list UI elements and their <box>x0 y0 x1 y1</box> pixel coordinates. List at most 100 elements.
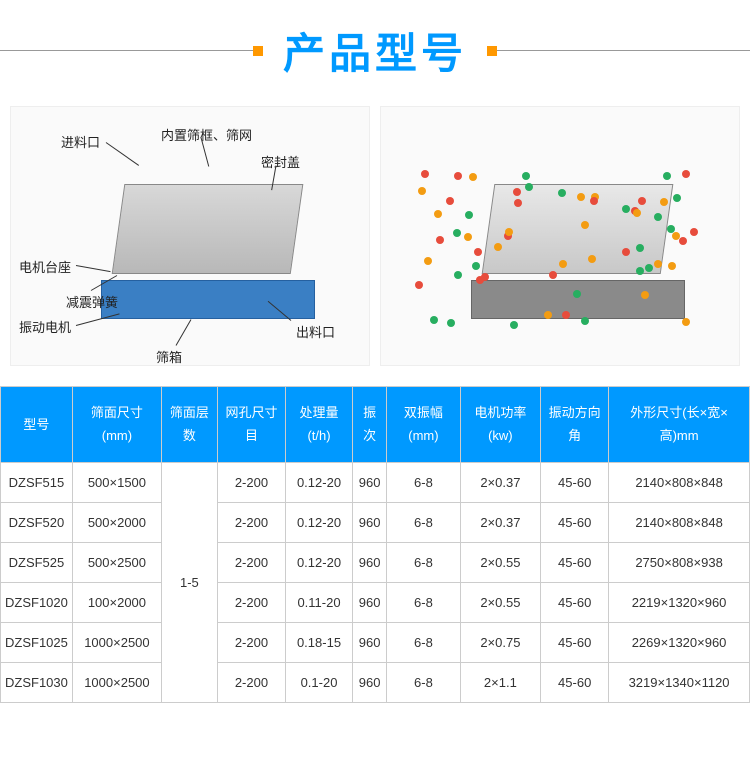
table-cell: 960 <box>352 502 386 542</box>
label-motor-base: 电机台座 <box>19 257 71 276</box>
table-cell: 960 <box>352 582 386 622</box>
table-cell: 45-60 <box>541 462 609 502</box>
table-cell: DZSF1030 <box>1 662 73 702</box>
table-cell: 45-60 <box>541 622 609 662</box>
particle <box>434 210 442 218</box>
particle <box>690 228 698 236</box>
label-line <box>76 265 111 272</box>
particle <box>622 248 630 256</box>
particle <box>549 271 557 279</box>
particle <box>424 257 432 265</box>
table-cell: 0.11-20 <box>286 582 353 622</box>
label-inner-frame: 内置筛框、筛网 <box>161 125 252 144</box>
table-cell: 500×2500 <box>72 542 161 582</box>
particle <box>421 170 429 178</box>
particle <box>514 199 522 207</box>
label-screen-box: 筛箱 <box>156 347 182 366</box>
particle <box>415 281 423 289</box>
table-cell: 500×1500 <box>72 462 161 502</box>
particle <box>673 194 681 202</box>
table-cell: 2-200 <box>217 502 285 542</box>
table-row: DZSF10301000×25002-2000.1-209606-82×1.14… <box>1 662 750 702</box>
particle <box>465 211 473 219</box>
table-header-cell: 振动方向角 <box>541 387 609 463</box>
particle <box>573 290 581 298</box>
table-header-cell: 筛面尺寸(mm) <box>72 387 161 463</box>
label-inlet: 进料口 <box>61 132 100 151</box>
particle <box>418 187 426 195</box>
labeled-machine-diagram: 进料口 内置筛框、筛网 密封盖 电机台座 减震弹簧 振动电机 筛箱 出料口 <box>10 106 370 366</box>
particle <box>645 264 653 272</box>
table-header-cell: 外形尺寸(长×宽×高)mm <box>609 387 750 463</box>
table-cell: 0.18-15 <box>286 622 353 662</box>
particle <box>581 317 589 325</box>
particle <box>633 209 641 217</box>
particle <box>464 233 472 241</box>
table-cell: 45-60 <box>541 662 609 702</box>
table-cell: 100×2000 <box>72 582 161 622</box>
particle <box>436 236 444 244</box>
table-body: DZSF515500×15001-52-2000.12-209606-82×0.… <box>1 462 750 702</box>
label-seal-cover: 密封盖 <box>261 152 300 171</box>
machine-body <box>112 184 304 274</box>
table-cell: 2-200 <box>217 662 285 702</box>
table-cell: 2×0.75 <box>460 622 541 662</box>
table-cell: 6-8 <box>387 542 460 582</box>
label-line <box>176 319 192 345</box>
table-cell: 6-8 <box>387 662 460 702</box>
table-cell: 2-200 <box>217 542 285 582</box>
table-cell: 2269×1320×960 <box>609 622 750 662</box>
table-row: DZSF520500×20002-2000.12-209606-82×0.374… <box>1 502 750 542</box>
table-cell: 2×0.55 <box>460 582 541 622</box>
table-cell: 0.1-20 <box>286 662 353 702</box>
particle <box>454 271 462 279</box>
particle <box>638 197 646 205</box>
table-header-cell: 型号 <box>1 387 73 463</box>
table-cell: 960 <box>352 542 386 582</box>
table-cell: 6-8 <box>387 502 460 542</box>
table-cell: 2×0.37 <box>460 502 541 542</box>
label-outlet: 出料口 <box>296 322 335 341</box>
particle <box>641 291 649 299</box>
label-vib-motor: 振动电机 <box>19 317 71 336</box>
particle <box>679 237 687 245</box>
table-cell: DZSF520 <box>1 502 73 542</box>
table-cell: 0.12-20 <box>286 542 353 582</box>
label-line <box>106 142 139 166</box>
particle <box>510 321 518 329</box>
table-row: DZSF1020100×2000 2-2000.11-209606-82×0.55… <box>1 582 750 622</box>
table-cell: 6-8 <box>387 622 460 662</box>
table-cell: 45-60 <box>541 502 609 542</box>
title-divider-left <box>0 50 263 51</box>
particle <box>654 260 662 268</box>
label-spring: 减震弹簧 <box>66 292 118 311</box>
table-cell: 6-8 <box>387 582 460 622</box>
table-header-cell: 电机功率(kw) <box>460 387 541 463</box>
particle <box>667 225 675 233</box>
particle <box>430 316 438 324</box>
table-cell: 2-200 <box>217 582 285 622</box>
particle <box>474 248 482 256</box>
page-title: 产品型号 <box>263 20 487 81</box>
title-divider-right <box>487 50 750 51</box>
particle <box>660 198 668 206</box>
particle <box>559 260 567 268</box>
table-row: DZSF525500×25002-2000.12-209606-82×0.554… <box>1 542 750 582</box>
table-header-row: 型号筛面尺寸(mm)筛面层数网孔尺寸目处理量(t/h)振次双振幅(mm)电机功率… <box>1 387 750 463</box>
particle <box>622 205 630 213</box>
table-cell: 3219×1340×1120 <box>609 662 750 702</box>
table-row: DZSF515500×15001-52-2000.12-209606-82×0.… <box>1 462 750 502</box>
table-cell: DZSF1025 <box>1 622 73 662</box>
table-row: DZSF10251000×25002-2000.18-159606-82×0.7… <box>1 622 750 662</box>
table-header-cell: 筛面层数 <box>161 387 217 463</box>
particle <box>590 197 598 205</box>
table-cell: 2-200 <box>217 462 285 502</box>
table-cell: 0.12-20 <box>286 462 353 502</box>
table-cell: 2×0.37 <box>460 462 541 502</box>
particle <box>454 172 462 180</box>
table-cell: 45-60 <box>541 542 609 582</box>
table-cell: DZSF1020 <box>1 582 73 622</box>
table-cell: 1000×2500 <box>72 662 161 702</box>
title-bar: 产品型号 <box>0 0 750 106</box>
table-cell: 2750×808×938 <box>609 542 750 582</box>
